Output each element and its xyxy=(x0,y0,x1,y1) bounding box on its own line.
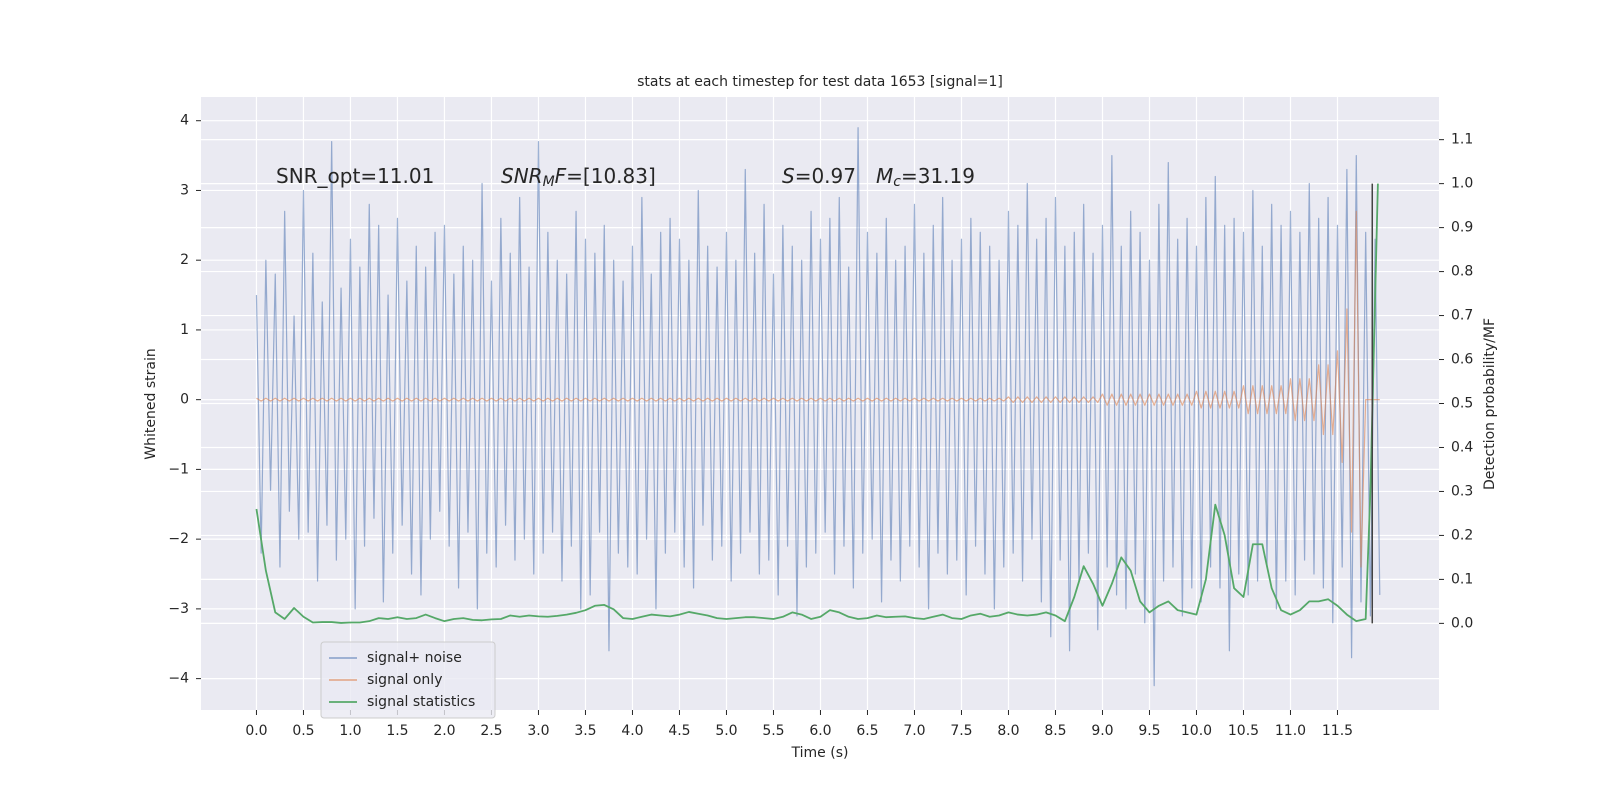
y-tick-label: 4 xyxy=(180,113,189,129)
y2-tick-label: 0.9 xyxy=(1451,220,1473,236)
y-tick-label: −1 xyxy=(168,461,189,477)
legend-box xyxy=(320,641,496,719)
y-tick-label: 2 xyxy=(180,252,189,268)
x-tick-label: 0.5 xyxy=(292,723,314,739)
x-tick-label: 9.5 xyxy=(1138,723,1160,739)
annotation: S=0.97 xyxy=(782,164,856,188)
x-tick-label: 3.5 xyxy=(574,723,596,739)
y2-tick-label: 0.0 xyxy=(1451,615,1473,631)
annotation-part: F xyxy=(555,164,567,188)
series-line xyxy=(256,210,1380,568)
annotation-part: =[10.83] xyxy=(566,164,656,188)
annotation-part: SNR xyxy=(501,164,543,188)
y2-tick-label: 0.4 xyxy=(1451,439,1473,455)
y-tick-label: −3 xyxy=(168,601,189,617)
x-tick-label: 4.5 xyxy=(668,723,690,739)
annotation: Mc=31.19 xyxy=(876,164,975,191)
x-tick-label: 7.0 xyxy=(903,723,925,739)
x-tick-label: 0.0 xyxy=(245,723,267,739)
x-axis-label: Time (s) xyxy=(791,745,849,761)
x-tick-label: 9.0 xyxy=(1091,723,1113,739)
x-tick-label: 11.5 xyxy=(1322,723,1353,739)
legend-label: signal only xyxy=(367,672,442,688)
x-tick-label: 1.0 xyxy=(339,723,361,739)
y2-tick-label: 0.1 xyxy=(1451,571,1473,587)
x-tick-label: 4.0 xyxy=(621,723,643,739)
y-tick-label: 1 xyxy=(180,322,189,338)
annotation-part: S xyxy=(782,164,795,188)
y-tick-label: −4 xyxy=(168,671,189,687)
y2-tick-label: 1.1 xyxy=(1451,132,1473,148)
y2-tick-label: 0.2 xyxy=(1451,527,1473,543)
y-tick-label: 0 xyxy=(180,392,189,408)
y-tick-label: −2 xyxy=(168,531,189,547)
annotation-part: =0.97 xyxy=(795,164,856,188)
x-tick-label: 5.5 xyxy=(762,723,784,739)
x-tick-label: 3.0 xyxy=(527,723,549,739)
y2-tick-label: 1.0 xyxy=(1451,176,1473,192)
y2-tick-label: 0.7 xyxy=(1451,308,1473,324)
series-line xyxy=(255,127,1381,687)
x-tick-label: 10.5 xyxy=(1228,723,1259,739)
x-tick-label: 1.5 xyxy=(386,723,408,739)
y2-tick-label: 0.6 xyxy=(1451,352,1473,368)
y-axis-label: Whitened strain xyxy=(143,348,159,459)
annotation-part: M xyxy=(876,164,893,188)
x-tick-label: 6.5 xyxy=(856,723,878,739)
x-tick-label: 2.0 xyxy=(433,723,455,739)
x-tick-label: 5.0 xyxy=(715,723,737,739)
y2-tick-label: 0.3 xyxy=(1451,483,1473,499)
annotation: SNR_opt=11.01 xyxy=(276,164,434,188)
annotation-part: SNR_opt=11.01 xyxy=(276,164,434,188)
data xyxy=(255,127,1381,687)
series-line xyxy=(255,183,1379,624)
x-tick-label: 2.5 xyxy=(480,723,502,739)
annotation-part: c xyxy=(893,174,901,190)
chart-title: stats at each timestep for test data 165… xyxy=(637,74,1003,90)
annotation: SNRMF=[10.83] xyxy=(501,164,656,191)
annotation-part: =31.19 xyxy=(901,164,975,188)
x-tick-label: 10.0 xyxy=(1181,723,1212,739)
x-tick-label: 7.5 xyxy=(950,723,972,739)
annotation-part: M xyxy=(543,174,555,190)
x-tick-label: 6.0 xyxy=(809,723,831,739)
x-tick-label: 8.5 xyxy=(1044,723,1066,739)
x-tick-label: 11.0 xyxy=(1275,723,1306,739)
legend-label: signal+ noise xyxy=(367,650,462,666)
y-tick-label: 3 xyxy=(180,182,189,198)
y2-tick-label: 0.8 xyxy=(1451,264,1473,280)
y2-axis-label: Detection probability/MF xyxy=(1482,318,1498,490)
y2-tick-label: 0.5 xyxy=(1451,396,1473,412)
legend-label: signal statistics xyxy=(367,694,475,710)
x-tick-label: 8.0 xyxy=(997,723,1019,739)
